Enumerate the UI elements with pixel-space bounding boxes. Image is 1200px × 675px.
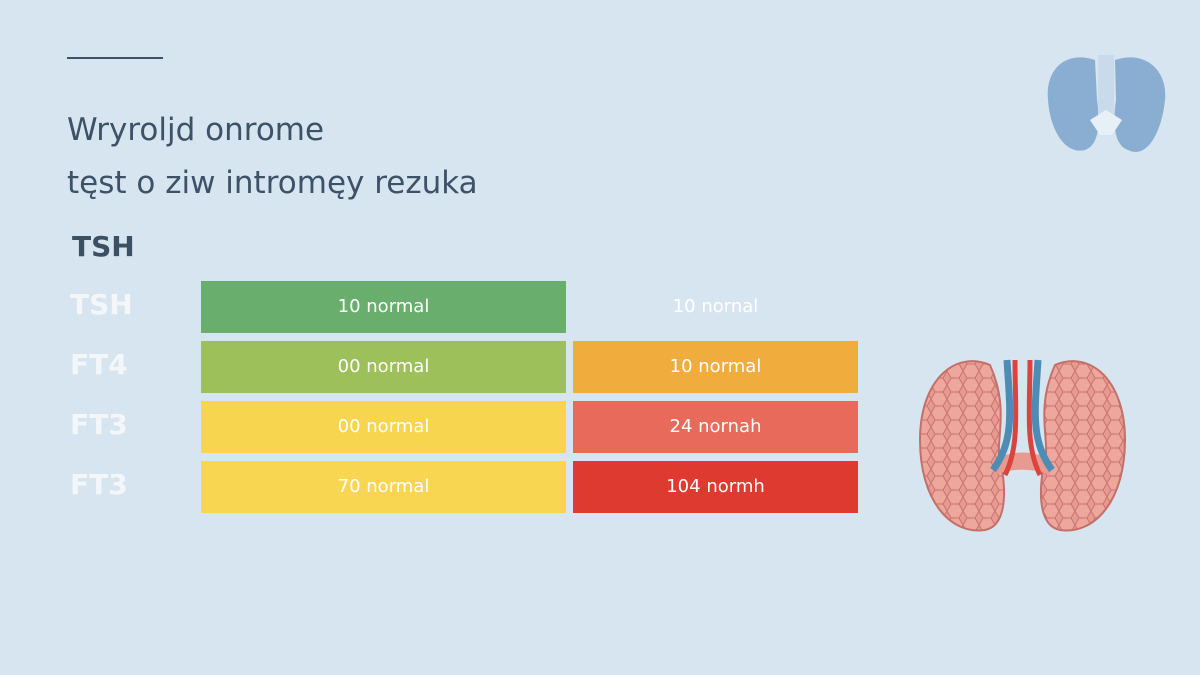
value-cell: 00 normal — [201, 401, 566, 453]
thyroid-illustration — [918, 359, 1127, 532]
value-cell: 24 nornah — [573, 401, 858, 453]
section-label: TSH — [72, 230, 135, 263]
value-cell: 104 normh — [573, 461, 858, 513]
thyroid-icon — [1047, 55, 1166, 152]
rule — [67, 57, 163, 59]
value-cell: 70 normal — [201, 461, 566, 513]
title-line: Wryroljd onrome — [67, 112, 325, 148]
row-label: FT3 — [70, 408, 128, 441]
value-cell: 00 normal — [201, 341, 566, 393]
row-label: FT4 — [70, 348, 128, 381]
value-cell: 10 normal — [201, 281, 566, 333]
row-label: TSH — [70, 288, 133, 321]
value-cell: 10 normal — [573, 341, 858, 393]
row-label: FT3 — [70, 468, 128, 501]
title-line: tęst o ziw intromęy rezuka — [67, 165, 478, 201]
value-cell: 10 nornal — [672, 296, 759, 317]
